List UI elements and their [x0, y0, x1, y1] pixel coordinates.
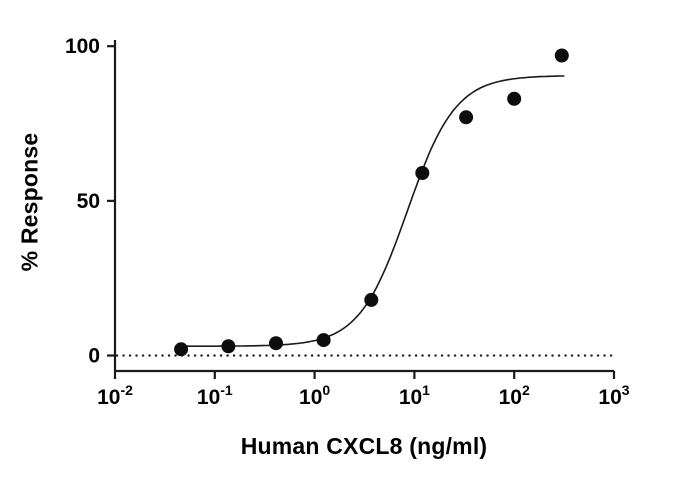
data-point: [174, 342, 189, 357]
data-point: [316, 333, 331, 348]
x-tick-label: 103: [598, 382, 629, 409]
data-point: [364, 292, 379, 307]
y-tick-label: 0: [88, 345, 100, 368]
x-axis-title: Human CXCL8 (ng/ml): [240, 433, 488, 459]
data-point: [415, 166, 430, 180]
x-tick-label: 102: [499, 382, 530, 409]
x-tick-label: 101: [399, 382, 430, 409]
y-tick-label: 100: [65, 35, 100, 58]
data-point: [554, 48, 569, 63]
data-point: [269, 336, 283, 351]
x-tick-label: 100: [299, 382, 330, 409]
x-tick-label: 10-1: [197, 382, 233, 409]
x-tick-label: 10-2: [97, 382, 133, 409]
data-point: [459, 110, 474, 125]
data-point: [507, 91, 522, 106]
y-tick-label: 50: [77, 190, 100, 213]
data-point: [221, 339, 236, 354]
